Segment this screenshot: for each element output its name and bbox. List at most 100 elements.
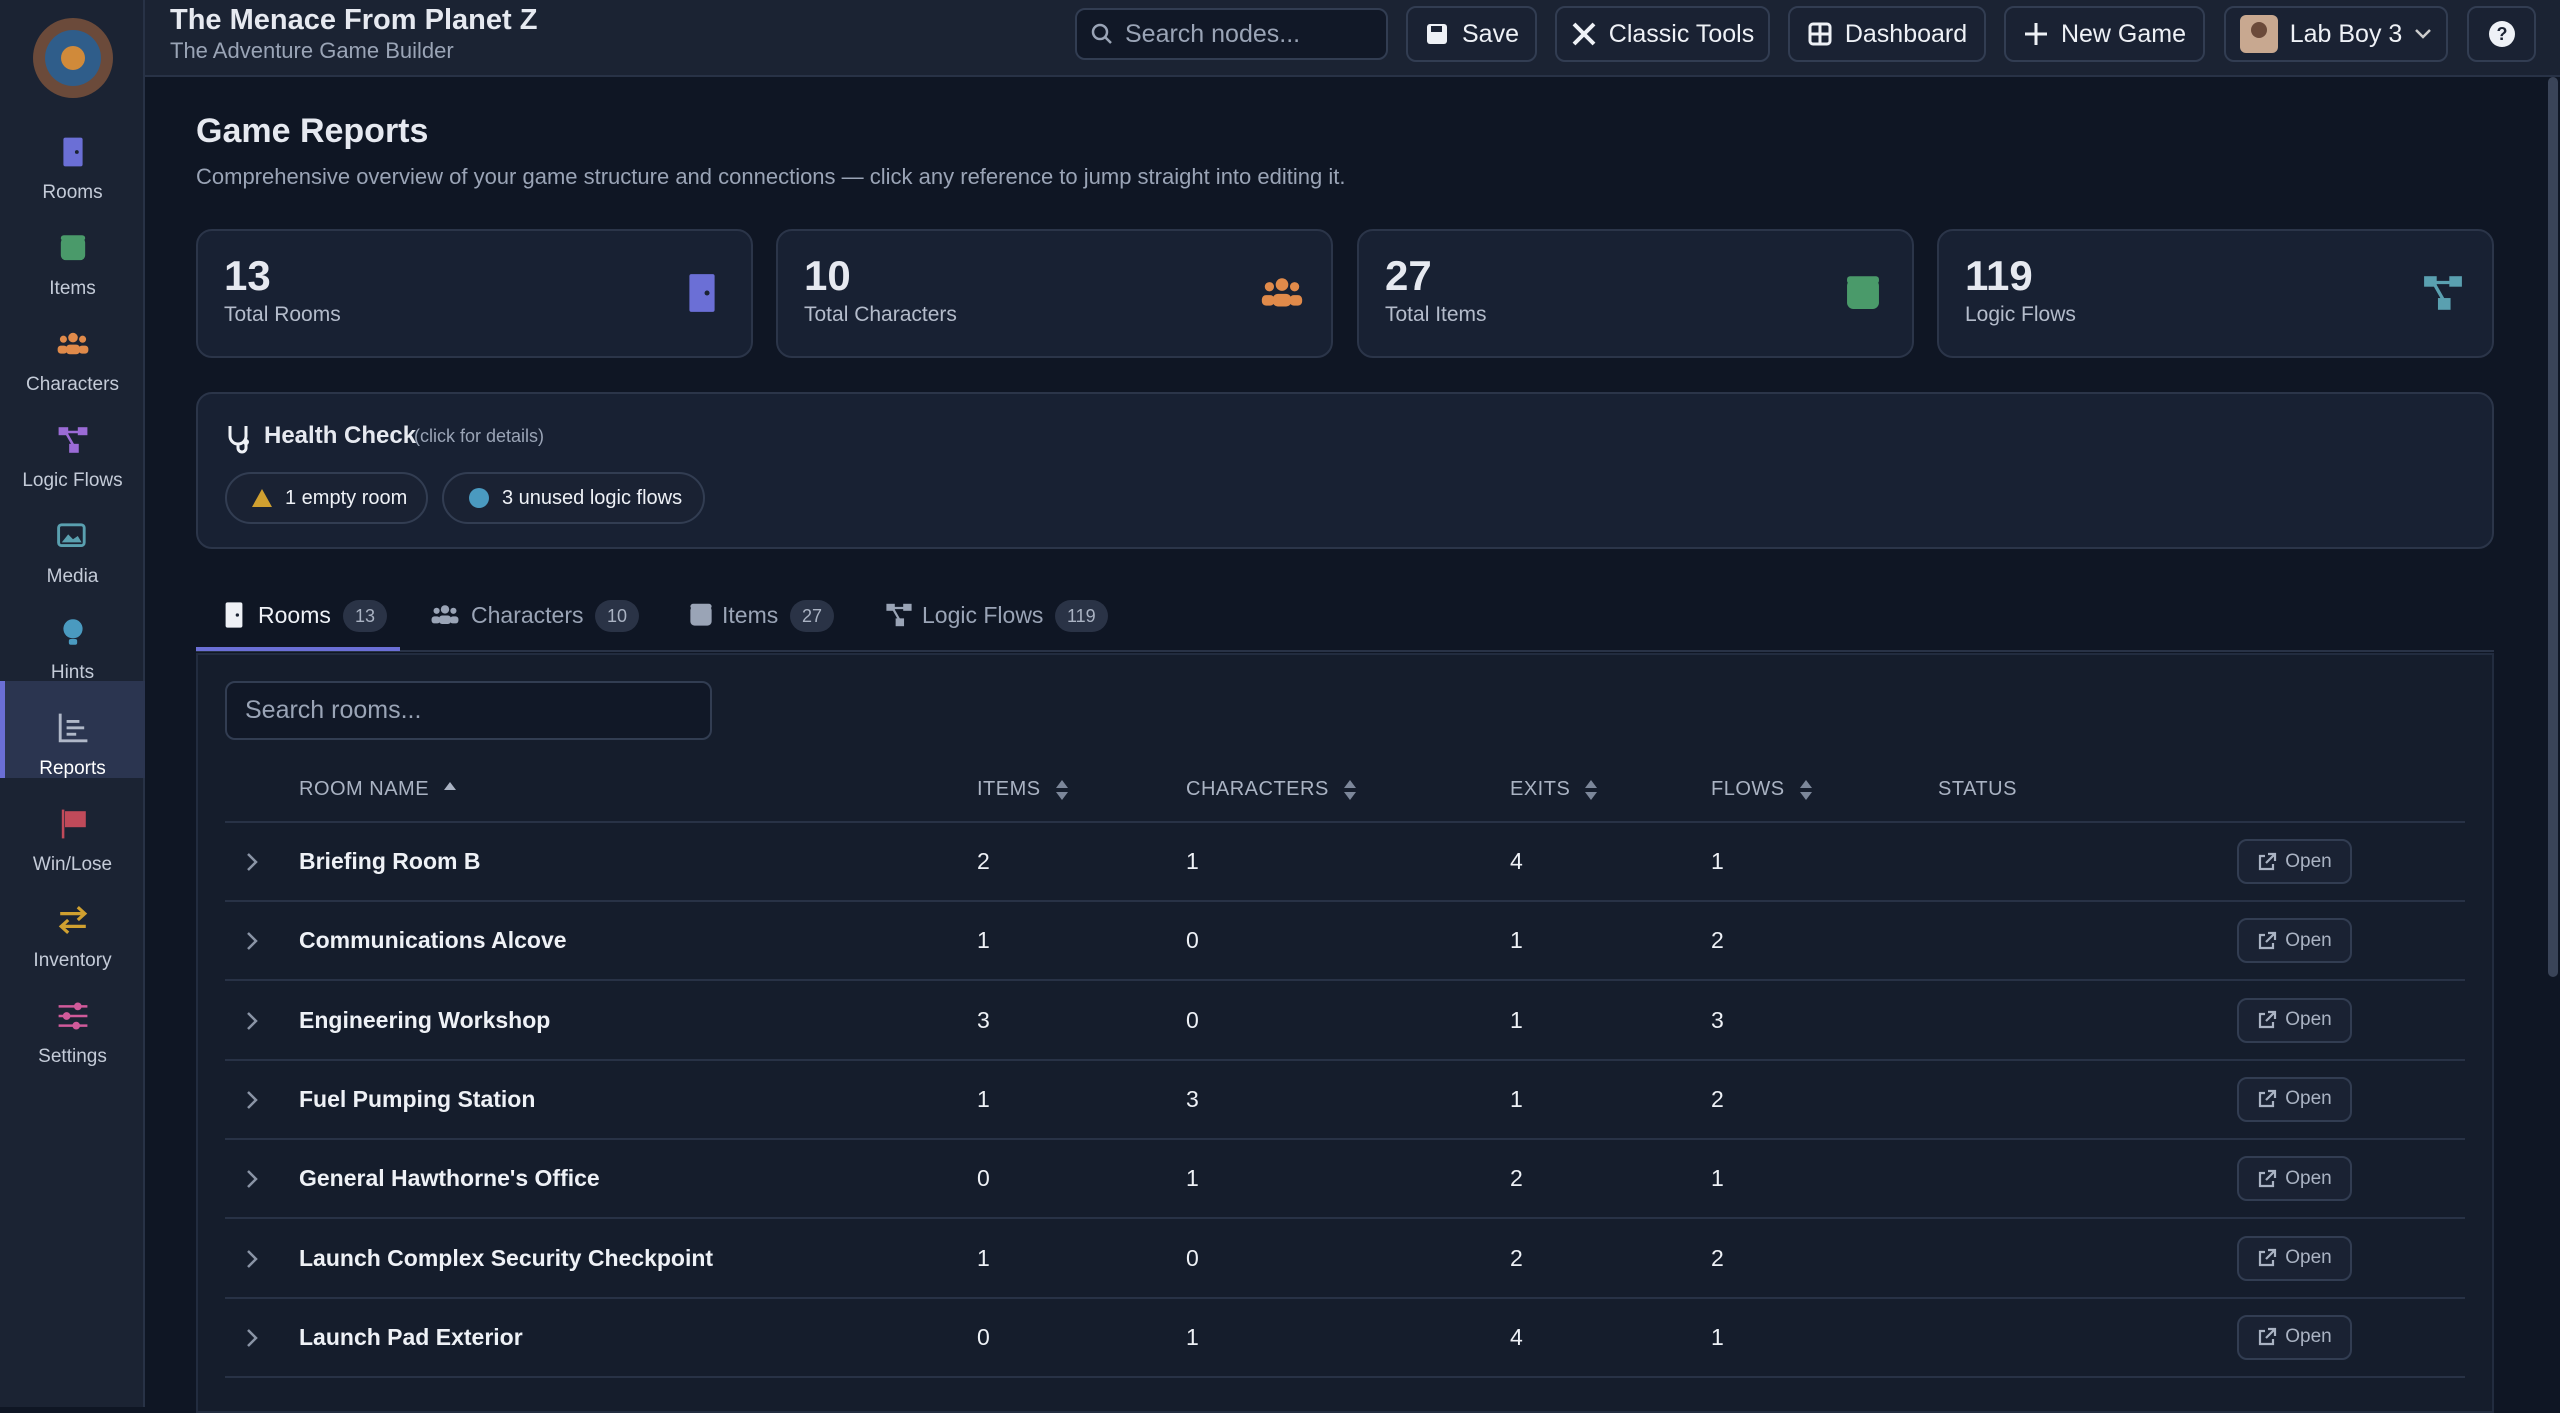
expand-chevron[interactable] [245,1248,259,1275]
issue-label: 3 unused logic flows [502,486,683,509]
tab-count[interactable]: 13 [343,600,388,632]
stat-label: Total Items [1385,303,1487,326]
cell-number: 2 [1711,1244,1724,1271]
nav-item[interactable] [0,904,145,936]
sort-icon[interactable] [1584,778,1598,807]
top-button[interactable]: Save [1406,6,1537,62]
column-header[interactable]: EXITS [1510,778,1571,800]
help-icon: ? [2488,21,2515,47]
cell-number: 1 [1510,927,1523,954]
icon [1847,276,1879,309]
icon [247,853,258,871]
open-button[interactable]: Open [2237,1235,2352,1281]
tab-icon[interactable] [687,601,715,634]
tab-label[interactable]: Characters [471,602,584,628]
icon [2259,1090,2277,1108]
nav-item[interactable] [0,712,145,744]
cell-number: 3 [977,1006,990,1033]
cell-number: 3 [1186,1085,1199,1112]
column-header[interactable]: ROOM NAME [299,778,430,800]
tab-count[interactable]: 10 [595,600,640,632]
page-description: Comprehensive overview of your game stru… [196,164,1346,189]
tab-icon[interactable] [431,601,459,634]
logo [33,18,113,98]
search-rooms[interactable]: Search rooms... [225,681,712,740]
health-card[interactable]: Health Check (click for details) [196,392,2494,549]
nav-item[interactable] [0,808,145,840]
cell-number: 1 [1510,1006,1523,1033]
nav-item[interactable] [0,136,145,168]
column-header[interactable]: ITEMS [977,778,1041,800]
column-header: STATUS [1938,778,2017,800]
help-button[interactable]: ? [2467,6,2536,62]
top-button[interactable]: New Game [2004,6,2205,62]
sort-icon[interactable] [1799,778,1813,807]
nav-label: Media [46,566,99,587]
nav-item[interactable] [0,424,145,456]
expand-chevron[interactable] [245,1010,259,1037]
sort-icon[interactable] [1055,778,1069,807]
icon [469,488,489,508]
open-button[interactable]: Open [2237,1076,2352,1122]
room-name[interactable]: Communications Alcove [299,927,567,954]
open-button[interactable]: Open [2237,1314,2352,1360]
icon [1344,780,1356,800]
open-button[interactable]: Open [2237,839,2352,884]
expand-chevron[interactable] [245,1327,259,1354]
open-button[interactable]: Open [2237,918,2352,964]
top-button[interactable]: Classic Tools [1555,6,1770,62]
search-nodes[interactable]: Search nodes... [1075,8,1388,60]
room-name[interactable]: Engineering Workshop [299,1006,551,1033]
tab-count[interactable]: 119 [1055,600,1108,632]
cell-number: 1 [1186,1165,1199,1192]
column-header[interactable]: FLOWS [1711,778,1785,800]
search-placeholder: Search rooms... [245,696,422,724]
icon [247,1091,258,1109]
nav-item[interactable] [0,1000,145,1032]
nav-item[interactable] [0,232,145,264]
tab-icon[interactable] [220,601,248,634]
room-name[interactable]: Briefing Room B [299,848,481,874]
cell-number: 0 [1186,1244,1199,1271]
cell-number: 0 [977,1323,990,1350]
nav-label: Logic Flows [22,470,123,491]
open-button[interactable]: Open [2237,997,2352,1043]
issue-pill[interactable]: 3 unused logic flows [442,472,705,524]
nav-item[interactable] [0,520,145,552]
icon [2259,1248,2277,1267]
user-menu[interactable]: Lab Boy 3 [2224,6,2448,62]
avatar [2239,15,2278,53]
column-header[interactable]: CHARACTERS [1186,778,1329,800]
room-name[interactable]: Launch Complex Security Checkpoint [299,1244,714,1271]
room-name[interactable]: General Hawthorne's Office [299,1165,600,1192]
sort-icon[interactable] [443,778,457,807]
cell-number: 2 [1510,1244,1523,1271]
button-label: Open [2285,1167,2332,1189]
tab-count[interactable]: 27 [790,600,835,632]
tab-icon[interactable] [885,601,913,634]
expand-chevron[interactable] [245,1168,259,1195]
expand-chevron[interactable] [245,1089,259,1116]
expand-chevron[interactable] [245,851,259,878]
nav-item[interactable] [0,616,145,648]
nav-label: Hints [50,662,95,683]
room-name[interactable]: Fuel Pumping Station [299,1085,536,1112]
expand-chevron[interactable] [245,930,259,957]
top-button[interactable]: Dashboard [1788,6,1986,62]
nav-label: Reports [39,758,106,779]
tab-label[interactable]: Logic Flows [922,602,1044,628]
room-name[interactable]: Launch Pad Exterior [299,1323,523,1350]
search-placeholder: Search nodes... [1125,19,1301,48]
icon [2024,23,2047,45]
icon [444,782,456,790]
stat-icon [1261,272,1303,319]
icon [247,1170,258,1189]
nav-item[interactable] [0,328,145,360]
open-button[interactable]: Open [2237,1156,2352,1202]
tab-label[interactable]: Items [722,602,779,628]
tab-label[interactable]: Rooms [258,602,331,628]
sort-icon[interactable] [1343,778,1357,807]
icon [61,809,86,839]
icon [431,605,459,624]
issue-pill[interactable]: 1 empty room [225,472,428,524]
